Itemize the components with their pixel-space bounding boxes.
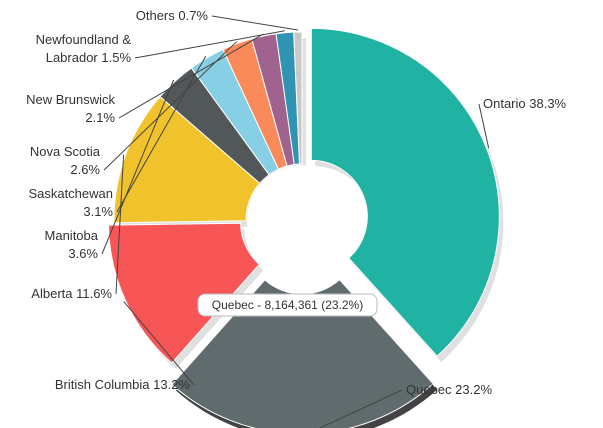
connector-new-brunswick <box>118 33 264 119</box>
slice-ontario[interactable] <box>310 27 500 357</box>
tooltip-box <box>197 293 378 317</box>
label-saskatchewan: Saskatchewan 3.1% <box>28 186 113 219</box>
slices-group <box>108 27 500 428</box>
label-quebec: Quebec 23.2% <box>406 382 492 397</box>
label-others: Others 0.7% <box>136 8 209 23</box>
label-new-brunswick: New Brunswick 2.1% <box>26 92 115 125</box>
slice-alberta[interactable] <box>113 95 261 224</box>
connector-alberta <box>115 154 125 295</box>
label-newfoundland-and-labrador: Newfoundland & Labrador 1.5% <box>36 32 132 65</box>
connector-british-columbia <box>123 301 195 386</box>
connector-quebec <box>318 389 403 428</box>
label-nova-scotia: Nova Scotia 2.6% <box>30 144 101 177</box>
tooltip-text: Quebec - 8,164,361 (23.2%) <box>212 298 363 312</box>
donut-hole <box>247 165 357 275</box>
connector-nova-scotia <box>103 41 237 171</box>
connector-manitoba <box>101 79 175 255</box>
slice-others[interactable] <box>293 31 303 165</box>
connector-ontario <box>478 103 490 149</box>
label-manitoba: Manitoba 3.6% <box>45 228 99 261</box>
connector-newfoundland-and-labrador <box>134 30 285 59</box>
connector-saskatchewan <box>116 55 207 213</box>
label-british-columbia: British Columbia 13.2% <box>55 377 191 392</box>
tooltip: Quebec - 8,164,361 (23.2%) <box>197 293 378 317</box>
label-ontario: Ontario 38.3% <box>483 96 567 111</box>
label-alberta: Alberta 11.6% <box>31 286 112 301</box>
label-connectors <box>101 15 490 428</box>
slice-labels: Ontario 38.3% Quebec 23.2% British Columbi… <box>26 8 566 397</box>
connector-others <box>211 15 298 31</box>
slice-quebec[interactable] <box>171 278 434 428</box>
